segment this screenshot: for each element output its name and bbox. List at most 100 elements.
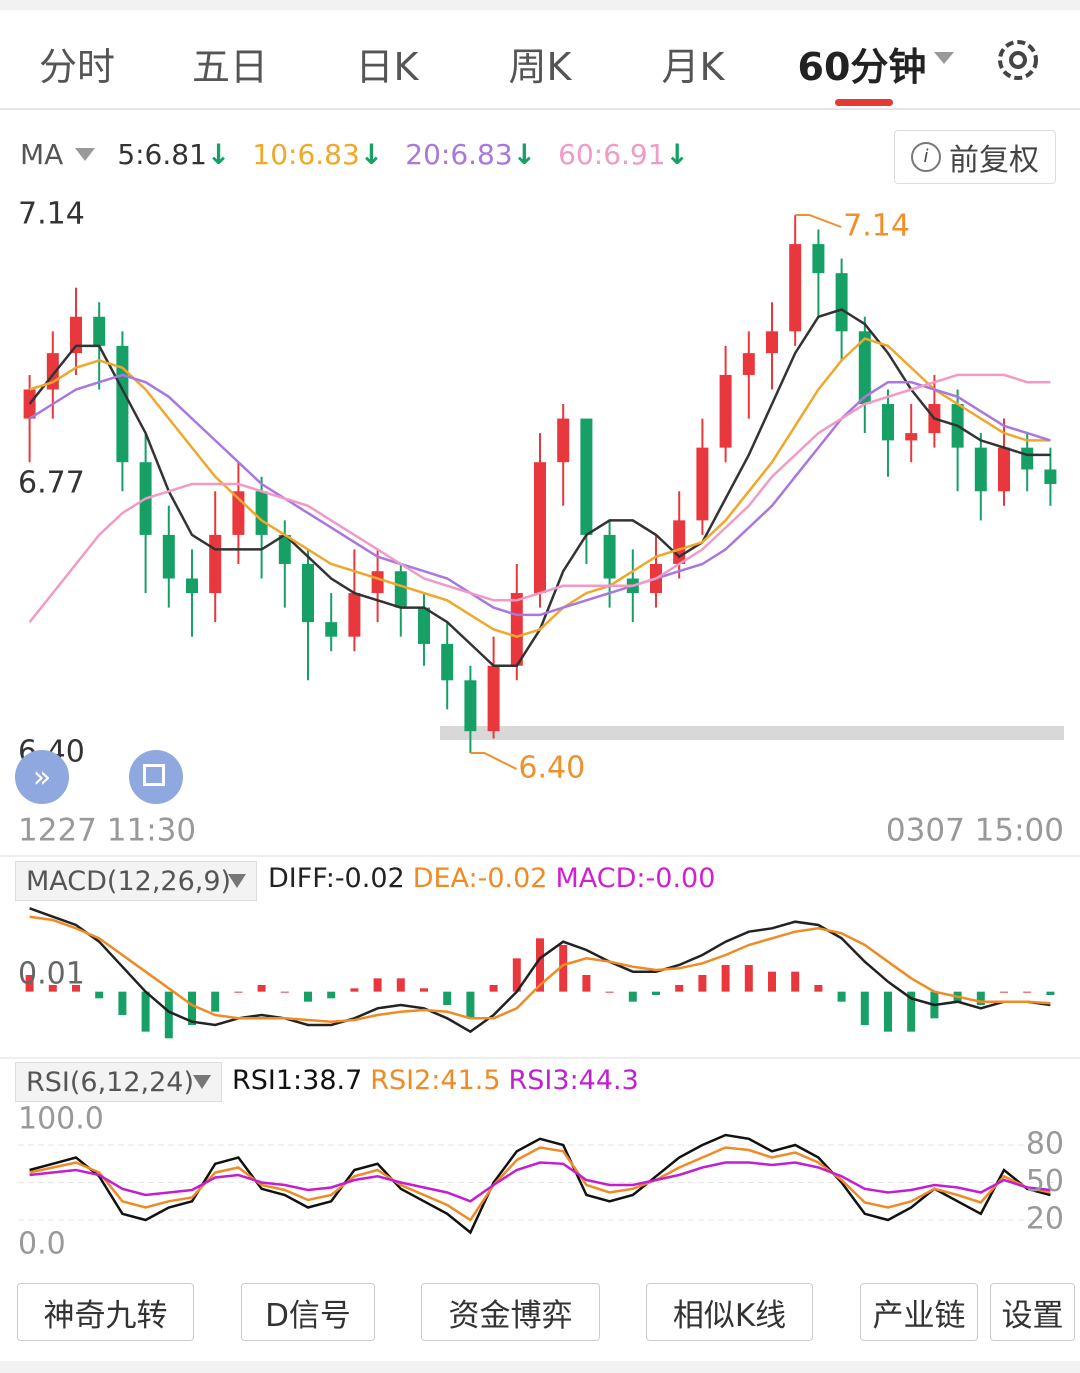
legend-title: MA (20, 138, 64, 171)
tick-label: 7.14 (18, 197, 85, 232)
macd-bar (1000, 991, 1008, 993)
ma-legend: MA 5:6.81↓ 10:6.83↓ 20:6.83↓ 60:6.91↓ (20, 138, 689, 171)
macd-bar (744, 965, 753, 992)
candle-body (882, 404, 894, 441)
legend-item: DEA:-0.02 (413, 863, 548, 894)
legend-caret[interactable] (75, 148, 96, 161)
candle-body (23, 389, 36, 419)
legend-item: DIFF:-0.02 (268, 863, 405, 894)
candle-body (70, 316, 82, 354)
macd-bar (536, 938, 544, 992)
candle-body (116, 345, 129, 463)
macd-selector[interactable]: MACD(12,26,9) (15, 861, 257, 901)
legend-arrow: ↓ (206, 138, 231, 171)
tab[interactable]: 日K (355, 45, 419, 89)
status-strip (0, 0, 1080, 10)
tool-button[interactable]: 设置 (990, 1283, 1075, 1341)
macd-bar (164, 991, 173, 1039)
legend-arrow: ↓ (512, 138, 537, 171)
candle-body (186, 578, 198, 594)
candle-body (789, 244, 802, 332)
macd-bar (628, 991, 637, 1002)
series-line (29, 1146, 1051, 1222)
selector-caret (228, 874, 246, 888)
candle-body (557, 418, 570, 463)
legend-label: DEA:-0.02 (412, 863, 548, 894)
candle-body (464, 680, 477, 732)
candle-body (580, 418, 593, 535)
macd-bar (234, 991, 243, 993)
tool-button[interactable]: 资金博弈 (421, 1283, 600, 1341)
adjust-button[interactable]: i 前复权 (894, 130, 1056, 184)
tool-button[interactable]: 相似K线 (646, 1283, 813, 1341)
series-line (29, 337, 1051, 639)
candle-body (766, 331, 778, 354)
tab[interactable]: 五日 (191, 45, 269, 89)
candle-body (835, 273, 848, 332)
candle-body (418, 607, 430, 644)
candle-body (325, 622, 338, 637)
tool-button[interactable]: D信号 (241, 1283, 375, 1341)
candle-body (1044, 469, 1057, 484)
divider (0, 108, 1080, 110)
legend-item: 60:6.91↓ (558, 138, 689, 171)
series-line (29, 907, 1051, 1034)
selector-label: RSI(6,12,24) (26, 1066, 194, 1098)
macd-bar (48, 985, 57, 992)
legend-label: DIFF:-0.02 (268, 863, 405, 894)
tick-label: 0.01 (18, 957, 85, 992)
tick-label: 20 (1026, 1202, 1064, 1237)
selector-caret (193, 1075, 211, 1089)
selector-label: MACD(12,26,9) (26, 865, 232, 897)
tool-button[interactable]: 神奇九转 (17, 1283, 194, 1341)
macd-bar (791, 971, 800, 992)
macd-bar (350, 988, 359, 992)
candle-body (487, 665, 500, 732)
rsi-selector[interactable]: RSI(6,12,24) (15, 1062, 222, 1102)
tab-dropdown[interactable] (934, 52, 954, 64)
expand-button[interactable]: » (15, 750, 69, 804)
macd-bar (1023, 991, 1032, 993)
candle-body (905, 433, 918, 441)
series-line (29, 1161, 1051, 1203)
annotation-label: 7.14 (843, 209, 910, 244)
legend-item: 10:6.83↓ (252, 138, 383, 171)
tab[interactable]: 周K (508, 45, 572, 89)
candle-body (371, 571, 384, 594)
candle-body (742, 353, 755, 375)
macd-bar (907, 991, 916, 1032)
macd-bar (25, 975, 34, 992)
tick-label: 50 (1026, 1164, 1064, 1199)
macd-bar (652, 991, 660, 995)
macd-bar (675, 985, 684, 992)
candle-body (812, 244, 825, 274)
tool-button[interactable]: 产业链 (860, 1283, 978, 1341)
tab[interactable]: 60分钟 (797, 45, 927, 89)
legend-label: 20:6.83 (405, 138, 513, 171)
macd-legend: DIFF:-0.02 DEA:-0.02 MACD:-0.00 (268, 863, 715, 894)
legend-label: MACD:-0.00 (555, 863, 716, 894)
macd-bar (396, 978, 405, 992)
info-icon: i (911, 142, 941, 172)
tab[interactable]: 月K (661, 45, 725, 89)
candle-body (603, 534, 616, 579)
candle-body (974, 447, 987, 492)
annotation-label: 6.40 (518, 751, 585, 786)
macd-bar (118, 991, 127, 1015)
macd-bar (559, 945, 568, 992)
legend-label: RSI2:41.5 (370, 1065, 501, 1096)
macd-bar (373, 978, 382, 992)
settings-icon[interactable] (994, 36, 1042, 84)
legend-label: RSI1:38.7 (232, 1065, 363, 1096)
rsi-legend: RSI1:38.7 RSI2:41.5 RSI3:44.3 (232, 1065, 639, 1096)
macd-bar (976, 991, 985, 1005)
fullscreen-button[interactable] (129, 750, 183, 804)
macd-bar (466, 991, 475, 1019)
macd-bar (327, 991, 336, 999)
macd-bar (605, 991, 614, 993)
series-line (29, 1133, 1051, 1235)
range-bar (440, 726, 1064, 740)
macd-bar (1046, 991, 1055, 995)
tab[interactable]: 分时 (38, 45, 116, 89)
